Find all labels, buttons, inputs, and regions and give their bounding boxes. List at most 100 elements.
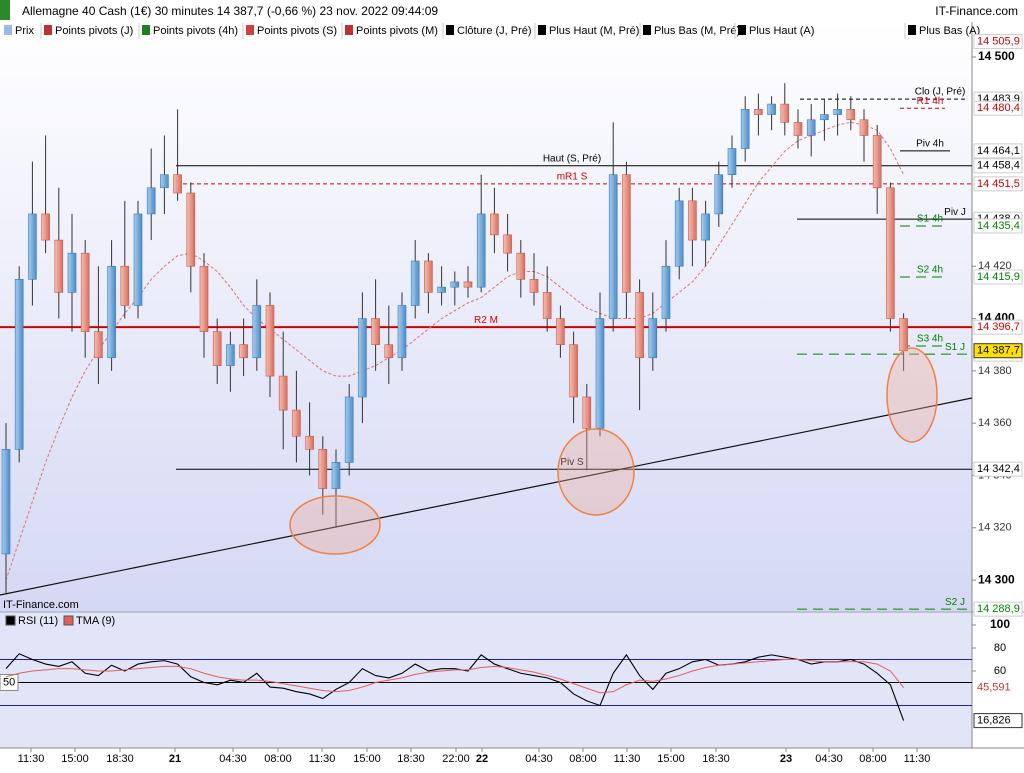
rsi-panel (0, 612, 972, 748)
trend-line (0, 397, 973, 596)
toolbar-icon[interactable] (142, 25, 150, 35)
toolbar-item[interactable]: Plus Bas (M, Pré) (654, 25, 740, 37)
candle-body (674, 200, 684, 267)
candle-body (305, 435, 314, 450)
candle-body (397, 305, 407, 359)
level-label: mR1 S (557, 171, 588, 182)
candle-body (833, 109, 842, 115)
toolbar-item[interactable]: Plus Haut (M, Pré) (549, 25, 639, 37)
level-label: S2 4h (917, 265, 943, 276)
price-box (973, 176, 1023, 192)
candle-body (133, 213, 143, 306)
candle-body (371, 318, 380, 346)
candle-body (740, 109, 750, 149)
candle-body (516, 252, 526, 280)
candle-body (384, 344, 394, 359)
x-tick-label: 11:30 (18, 753, 45, 765)
toolbar-icon[interactable] (643, 25, 651, 35)
candle-body (859, 119, 869, 136)
y-tick-label: 14 360 (978, 417, 1012, 429)
price-box-label: 14 480,4 (977, 102, 1020, 114)
candle-body (688, 200, 697, 241)
toolbar-item[interactable]: Prix (15, 25, 34, 37)
toolbar-icon[interactable] (246, 25, 254, 35)
price-box-label: 14 435,4 (977, 220, 1020, 232)
x-tick-label: 04:30 (219, 753, 247, 765)
x-tick-label: 22:00 (442, 753, 470, 765)
legend-label: TMA (9) (76, 615, 115, 627)
toolbar-item[interactable]: Points pivots (M) (356, 25, 438, 37)
candle-body (265, 305, 275, 377)
candle-body (67, 252, 77, 293)
rsi-y-tick-label: 60 (994, 665, 1006, 677)
candle-body (754, 109, 763, 115)
rsi-value-box (974, 680, 1022, 695)
x-tick-label: 22 (476, 753, 488, 765)
toolbar-item[interactable]: Points pivots (J) (55, 25, 133, 37)
legend-swatch (5, 615, 16, 626)
candle-body (318, 449, 328, 489)
candle-body (595, 318, 605, 429)
candle-body (463, 281, 473, 288)
candle-body (28, 213, 37, 280)
candle-body (714, 174, 724, 215)
toolbar-icon[interactable] (908, 25, 916, 35)
candle-body (278, 375, 288, 411)
x-tick-label: 21 (169, 753, 181, 765)
x-tick-label: 08:00 (264, 753, 292, 765)
x-tick-label: 15:00 (61, 753, 89, 765)
header-bar (0, 0, 1024, 22)
x-tick-label: 11:30 (904, 753, 931, 765)
candle-body (622, 174, 631, 293)
level-label: Piv S (560, 457, 584, 468)
candle-body (212, 331, 222, 366)
y-tick-label: 14 420 (978, 260, 1012, 272)
toolbar-item[interactable]: Clôture (J, Pré) (457, 25, 532, 37)
candle-body (661, 265, 671, 319)
toolbar-item[interactable]: Points pivots (S) (257, 25, 337, 37)
x-tick-label: 23 (780, 753, 792, 765)
x-tick-label: 15:00 (657, 753, 685, 765)
candle-body (292, 409, 301, 437)
toolbar: Prix Points pivots (J) Points pivots (4h) P… (4, 23, 980, 39)
rsi-value-label: 45,591 (977, 681, 1011, 693)
y-tick-label: 14 380 (978, 365, 1012, 377)
candle-body (1, 449, 11, 555)
candle-body (107, 265, 116, 359)
y-tick-label: 14 500 (978, 49, 1015, 63)
level-label: S3 4h (917, 334, 943, 345)
candle-body (476, 213, 486, 288)
candle-body (793, 122, 803, 136)
x-tick-label: 18:30 (397, 753, 425, 765)
toolbar-icon[interactable] (345, 25, 353, 35)
candle-body (14, 279, 24, 450)
candle-body (569, 344, 578, 398)
highlight-ellipse (557, 428, 635, 516)
price-box-label: 14 288,9 (977, 603, 1020, 615)
x-tick-label: 04:30 (815, 753, 843, 765)
candle-body (556, 318, 565, 346)
last-price-box (973, 343, 1023, 359)
candle-body (331, 462, 341, 489)
candle-body (160, 174, 169, 189)
highlight-ellipse (886, 347, 938, 443)
toolbar-item[interactable]: Plus Haut (A) (749, 25, 814, 37)
candle-body (820, 114, 829, 121)
toolbar-item[interactable]: Points pivots (4h) (153, 25, 238, 37)
candle-body (239, 344, 248, 359)
price-box (973, 143, 1023, 159)
candle-body (608, 174, 618, 319)
toolbar-icon[interactable] (538, 25, 546, 35)
price-box (973, 34, 1023, 50)
toolbar-icon[interactable] (4, 25, 12, 35)
toolbar-item[interactable]: Plus Bas (A) (919, 25, 980, 37)
toolbar-icon[interactable] (44, 25, 52, 35)
toolbar-icon[interactable] (738, 25, 746, 35)
candle-body (899, 318, 908, 352)
header-title: Allemagne 40 Cash (1€) 30 minutes 14 387… (22, 4, 438, 18)
toolbar-icon[interactable] (446, 25, 454, 35)
price-box-label: 14 458,4 (977, 160, 1020, 172)
candle-body (727, 148, 737, 175)
